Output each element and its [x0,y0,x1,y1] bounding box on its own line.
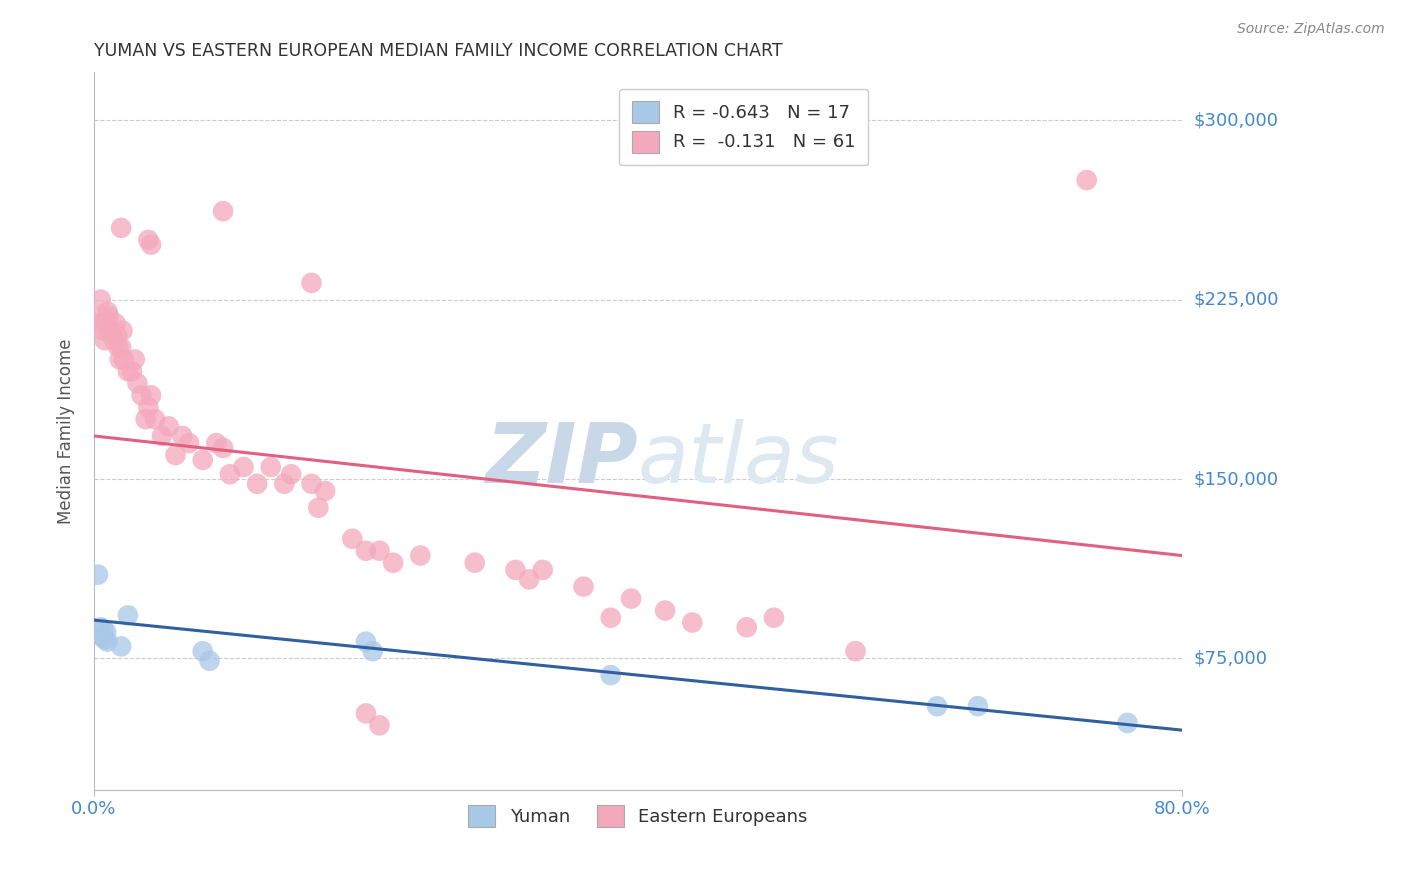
Text: $75,000: $75,000 [1194,649,1267,667]
Point [599,668,621,682]
Point [110,640,132,654]
Text: $225,000: $225,000 [1194,291,1278,309]
Point [135,412,157,426]
Point [681,615,703,630]
Point [93,623,115,637]
Point [599,611,621,625]
Point [96,634,118,648]
Point [205,436,228,450]
Point [165,448,187,462]
Point [100,328,122,343]
Point [280,467,302,482]
Point [143,412,166,426]
Point [91,630,114,644]
Point [198,654,221,668]
Point [117,608,139,623]
Point [307,500,329,515]
Point [104,317,127,331]
Point [314,483,336,498]
Point [172,429,194,443]
Point [97,310,120,324]
Point [127,376,149,391]
Point [620,591,643,606]
Point [572,580,595,594]
Point [179,436,201,450]
Point [105,328,128,343]
Point [273,476,295,491]
Point [110,220,132,235]
Point [246,476,269,491]
Point [531,563,554,577]
Point [98,324,121,338]
Point [93,324,115,338]
Point [139,237,162,252]
Point [108,352,131,367]
Point [212,204,235,219]
Point [103,333,125,347]
Point [110,341,132,355]
Point [94,632,117,647]
Point [139,388,162,402]
Point [967,699,990,714]
Point [505,563,527,577]
Point [301,276,323,290]
Point [96,304,118,318]
Point [117,364,139,378]
Point [87,317,110,331]
Point [844,644,866,658]
Point [342,532,364,546]
Point [112,352,135,367]
Point [927,699,949,714]
Point [124,352,146,367]
Point [382,556,405,570]
Point [409,549,432,563]
Y-axis label: Median Family Income: Median Family Income [58,338,75,524]
Point [735,620,758,634]
Point [191,453,214,467]
Text: Source: ZipAtlas.com: Source: ZipAtlas.com [1237,22,1385,37]
Legend: Yuman, Eastern Europeans: Yuman, Eastern Europeans [461,798,815,835]
Text: atlas: atlas [638,419,839,500]
Point [111,324,134,338]
Point [90,620,112,634]
Point [219,467,242,482]
Point [1116,715,1139,730]
Point [91,310,114,324]
Point [1076,173,1098,187]
Point [94,333,117,347]
Point [90,293,112,307]
Point [354,706,377,721]
Point [517,573,540,587]
Point [762,611,785,625]
Point [368,718,391,732]
Point [368,543,391,558]
Text: $300,000: $300,000 [1194,112,1278,129]
Point [464,556,486,570]
Point [232,460,254,475]
Point [121,364,143,378]
Point [654,603,676,617]
Point [157,419,180,434]
Point [260,460,283,475]
Point [136,401,159,415]
Point [87,567,110,582]
Text: $150,000: $150,000 [1194,470,1278,488]
Text: YUMAN VS EASTERN EUROPEAN MEDIAN FAMILY INCOME CORRELATION CHART: YUMAN VS EASTERN EUROPEAN MEDIAN FAMILY … [94,42,783,60]
Point [361,644,384,658]
Point [136,233,159,247]
Point [212,441,235,455]
Point [96,625,118,640]
Point [191,644,214,658]
Point [354,634,377,648]
Point [131,388,153,402]
Text: ZIP: ZIP [485,419,638,500]
Point [301,476,323,491]
Point [107,341,129,355]
Point [96,317,118,331]
Point [150,429,173,443]
Point [354,543,377,558]
